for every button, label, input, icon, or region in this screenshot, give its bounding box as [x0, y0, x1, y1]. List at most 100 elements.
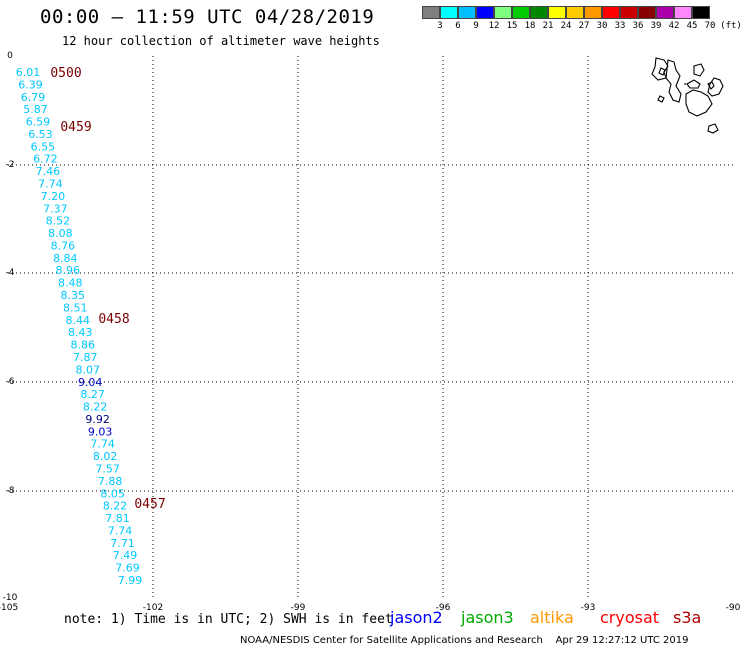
galapagos-islands-outline	[651, 57, 724, 134]
scale-swatch	[530, 6, 548, 19]
track-value: 7.74	[38, 178, 63, 191]
track-value: 9.03	[88, 425, 113, 438]
track-value: 8.43	[68, 326, 93, 339]
y-axis-label: -6	[6, 377, 15, 387]
pass-time-labels: 0500 0459 0458 0457	[50, 66, 165, 512]
credit-text: NOAA/NESDIS Center for Satellite Applica…	[240, 635, 543, 646]
track-value: 8.02	[93, 450, 118, 463]
scale-label: 45	[686, 21, 698, 31]
scale-swatch	[566, 6, 584, 19]
track-value: 7.69	[115, 562, 140, 575]
track-value: 8.52	[46, 215, 71, 228]
scale-swatch	[440, 6, 458, 19]
color-scale-labels: 3 6 9 12 15 18 21 24 27 30 33 36 39 42 45 70 (ft)	[422, 21, 740, 33]
x-axis-label: -96	[436, 603, 451, 613]
track-value: 7.57	[95, 462, 120, 475]
x-axis-label: -90	[726, 603, 740, 613]
pass-time-label: 0458	[98, 312, 129, 327]
map-axis-labels: -105 -102 -99 -96 -93 -90 0 -2 -4 -6 -8 -10	[0, 51, 740, 613]
track-value: 6.79	[21, 91, 46, 104]
scale-swatch	[422, 6, 440, 19]
track-value: 8.35	[61, 289, 86, 302]
x-axis-label: -93	[581, 603, 596, 613]
scale-label: 24	[560, 21, 572, 31]
track-value: 9.04	[78, 376, 103, 389]
track-value: 8.22	[83, 401, 108, 414]
satellite-legend-item: jason3	[461, 608, 514, 627]
page-title: 00:00 — 11:59 UTC 04/28/2019	[40, 6, 375, 28]
track-value: 8.51	[63, 301, 88, 314]
scale-swatch	[494, 6, 512, 19]
scale-swatch	[674, 6, 692, 19]
scale-label: 33	[614, 21, 626, 31]
y-axis-label: -2	[6, 160, 15, 170]
x-axis-label: -105	[0, 603, 18, 613]
x-axis-label: -102	[143, 603, 163, 613]
scale-swatch	[620, 6, 638, 19]
scale-label: 18	[524, 21, 536, 31]
satellite-legend-item: cryosat	[600, 608, 660, 627]
track-value: 7.88	[98, 475, 123, 488]
scale-label: 39	[650, 21, 662, 31]
footer-note: note: 1) Time is in UTC; 2) SWH is in fe…	[64, 612, 393, 627]
track-value: 8.08	[48, 227, 73, 240]
track-value: 8.05	[100, 487, 125, 500]
pass-time-label: 0459	[60, 120, 91, 135]
scale-label: 9	[473, 21, 479, 31]
track-value: 8.27	[80, 388, 105, 401]
track-value: 8.07	[75, 363, 100, 376]
satellite-legend-item: s3a	[673, 608, 702, 627]
track-value: 7.49	[113, 549, 138, 562]
satellite-track: 6.016.396.795.876.596.536.556.727.467.74…	[16, 66, 143, 587]
scale-swatch	[548, 6, 566, 19]
track-value: 7.37	[43, 202, 68, 215]
track-value: 7.74	[108, 524, 133, 537]
scale-swatch	[476, 6, 494, 19]
credit-line: NOAA/NESDIS Center for Satellite Applica…	[240, 635, 689, 646]
satellite-legend-item: altika	[530, 608, 574, 627]
scale-label: 27	[578, 21, 590, 31]
pass-time-label: 0457	[134, 497, 165, 512]
track-value: 7.46	[36, 165, 61, 178]
scale-label: 6	[455, 21, 461, 31]
scale-label: 70	[704, 21, 716, 31]
track-value: 6.39	[18, 78, 43, 91]
track-value: 7.99	[118, 574, 143, 587]
track-value: 8.96	[56, 264, 81, 277]
scale-swatch	[584, 6, 602, 19]
scale-unit: (ft)	[720, 21, 740, 31]
y-axis-label: -8	[6, 486, 15, 496]
track-value: 6.53	[28, 128, 53, 141]
map-grid	[8, 56, 735, 600]
pass-time-label: 0500	[50, 66, 81, 81]
scale-swatch	[512, 6, 530, 19]
track-value: 7.20	[41, 190, 66, 203]
track-value: 8.48	[58, 277, 83, 290]
track-value: 6.55	[31, 140, 56, 153]
track-value: 7.71	[110, 537, 135, 550]
track-value: 6.01	[16, 66, 41, 79]
scale-swatch	[602, 6, 620, 19]
track-value: 7.74	[90, 438, 115, 451]
scale-label: 21	[542, 21, 554, 31]
scale-label: 30	[596, 21, 608, 31]
x-axis-label: -99	[291, 603, 306, 613]
scale-label: 12	[488, 21, 500, 31]
y-axis-label: 0	[7, 51, 13, 61]
track-value: 6.72	[33, 153, 58, 166]
scale-label: 36	[632, 21, 644, 31]
page-subtitle: 12 hour collection of altimeter wave hei…	[62, 34, 380, 48]
track-value: 8.44	[66, 314, 91, 327]
scale-swatch	[638, 6, 656, 19]
track-value: 6.59	[26, 116, 51, 129]
wave-height-color-scale	[422, 6, 710, 19]
track-value: 8.84	[53, 252, 78, 265]
scale-label: 3	[437, 21, 443, 31]
satellite-legend-item: jason2	[390, 608, 443, 627]
y-axis-label: -4	[6, 268, 15, 278]
scale-swatch	[458, 6, 476, 19]
scale-label: 15	[506, 21, 518, 31]
track-value: 5.87	[23, 103, 48, 116]
scale-label: 42	[668, 21, 680, 31]
